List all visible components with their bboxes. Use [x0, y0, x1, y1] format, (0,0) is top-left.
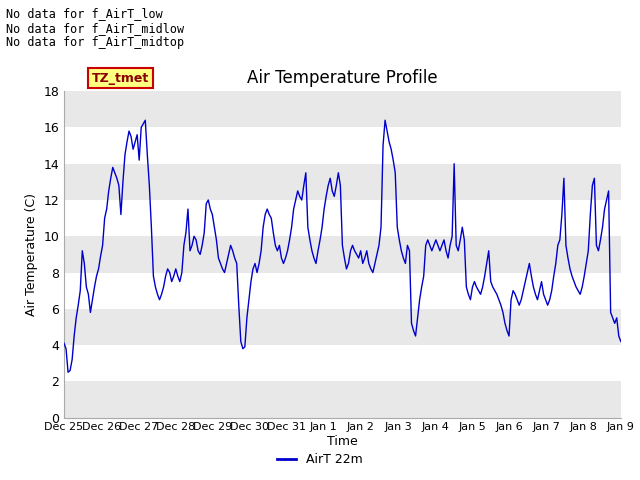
- Legend: AirT 22m: AirT 22m: [272, 448, 368, 471]
- X-axis label: Time: Time: [327, 435, 358, 448]
- Text: No data for f_AirT_low: No data for f_AirT_low: [6, 7, 163, 20]
- Bar: [64, 164, 621, 200]
- Text: No data for f_AirT_midlow: No data for f_AirT_midlow: [6, 22, 184, 35]
- Bar: [64, 200, 621, 236]
- Bar: [64, 128, 621, 164]
- Bar: [64, 345, 621, 381]
- Text: TZ_tmet: TZ_tmet: [92, 72, 149, 84]
- Bar: [64, 273, 621, 309]
- Y-axis label: Air Temperature (C): Air Temperature (C): [25, 193, 38, 316]
- Text: No data for f_AirT_midtop: No data for f_AirT_midtop: [6, 36, 184, 49]
- Bar: [64, 381, 621, 418]
- Title: Air Temperature Profile: Air Temperature Profile: [247, 69, 438, 87]
- Bar: [64, 91, 621, 128]
- Bar: [64, 236, 621, 273]
- Bar: [64, 309, 621, 345]
